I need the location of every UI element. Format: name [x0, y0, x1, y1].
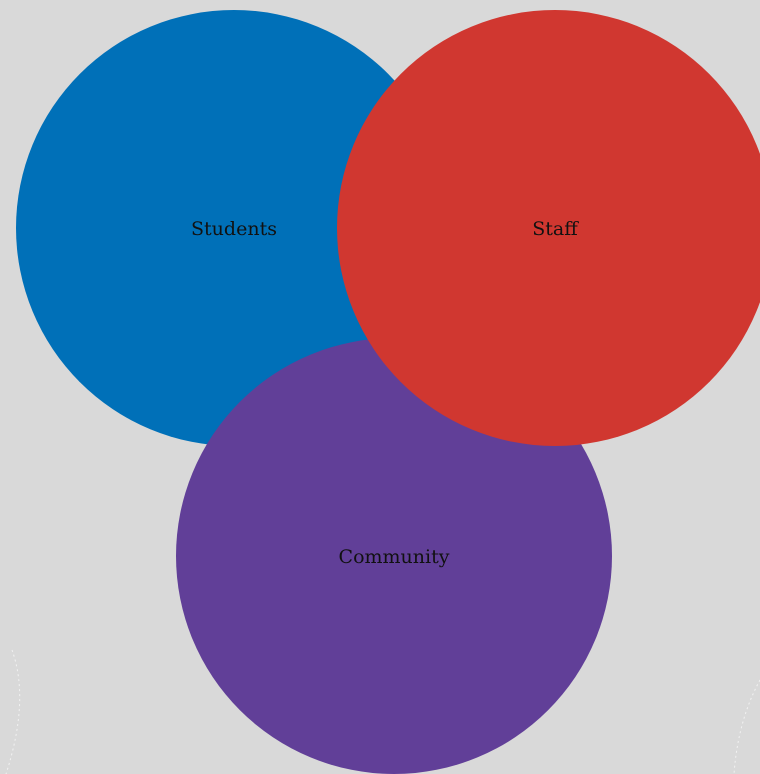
left-decorative-arc — [5, 649, 21, 774]
community-label: Community — [339, 546, 450, 568]
community-circle — [176, 338, 612, 774]
right-decorative-arc — [733, 679, 760, 774]
background-arcs — [5, 649, 760, 774]
students-label: Students — [191, 218, 277, 240]
students-circle — [16, 10, 452, 446]
staff-label: Staff — [532, 218, 579, 240]
staff-circle — [337, 10, 760, 446]
